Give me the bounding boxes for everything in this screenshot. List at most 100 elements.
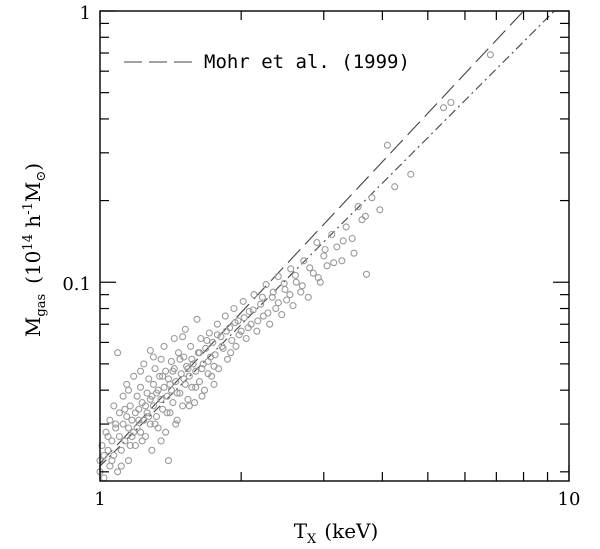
data-point [173,389,181,397]
data-point [108,437,116,445]
data-point [190,399,199,407]
y-axis-title-symbol: M [21,317,45,337]
data-point [169,399,177,407]
data-point [154,424,162,432]
data-point [320,252,328,260]
y-axis-title-mass: M [21,182,45,202]
data-point [338,257,346,265]
data-point [309,269,317,277]
data-point [157,437,165,445]
data-point [210,362,218,370]
x-tick-label-1: 1 [94,489,105,510]
data-point [262,281,270,289]
data-point [200,386,209,394]
data-point [274,299,282,307]
data-point [187,342,195,350]
data-point [141,402,150,410]
data-point [104,446,112,454]
data-point [167,357,175,366]
data-point [124,457,133,465]
data-point [217,333,225,341]
data-point [213,331,221,339]
data-point [151,365,159,373]
data-point [167,386,175,394]
data-point [133,392,141,400]
data-point [159,405,167,413]
data-point [141,432,150,441]
data-point [239,297,247,305]
data-point [149,402,157,410]
data-point [272,304,280,313]
data-point [133,424,141,432]
x-axis-title-symbol: T [294,519,308,543]
data-point [119,392,127,400]
data-point [123,412,131,421]
x-axis-title-subscript: X [307,532,317,547]
data-point [145,412,153,421]
data-point [128,416,136,424]
data-point [173,416,181,424]
y-axis-title-unit-open: (10 [21,251,45,284]
data-point [119,420,127,428]
data-point [112,420,120,428]
data-point [278,311,286,319]
data-point [189,360,197,368]
data-point [163,409,171,417]
data-point [287,265,295,273]
data-point [180,353,188,361]
data-point [242,334,250,343]
data-point [342,223,350,231]
data-point [274,272,282,281]
data-point [268,293,276,301]
data-point [362,270,371,278]
data-point [102,428,110,436]
data-point [180,375,188,383]
y-axis-title-sun-subscript: ⊙ [34,171,49,182]
data-point [157,395,165,403]
data-point [193,315,201,323]
data-point [230,304,238,313]
data-point [202,344,210,352]
y-axis-title-unit-close: ) [21,163,45,171]
data-point [130,428,138,436]
data-point [123,380,131,388]
data-point [240,314,248,322]
data-point [314,274,322,282]
data-point [350,249,358,257]
data-point [136,367,145,375]
data-point [231,319,239,327]
y-axis-title-h: h [21,215,45,234]
data-point [145,375,153,383]
data-point [218,342,226,350]
y-axis-title-subscript: gas [34,294,49,317]
fit-line-dash-dot [99,10,555,467]
data-point [114,349,122,357]
data-point [228,336,236,345]
data-point [115,409,123,417]
data-point [291,271,299,279]
data-point [283,296,291,304]
data-point [281,285,289,294]
data-point [140,360,148,368]
data-point [383,141,391,149]
data-point [304,293,312,301]
data-point [339,237,347,245]
data-point [289,302,297,310]
data-point [152,412,161,421]
data-point [199,360,207,368]
data-point [162,367,170,375]
data-point [131,441,139,450]
plot-area [96,10,555,482]
data-point [143,389,151,397]
data-point [108,457,116,465]
data-point [195,349,204,357]
data-point [486,51,494,59]
data-point [227,349,235,357]
data-point [245,307,253,316]
data-point [358,216,366,224]
data-point [313,239,321,247]
data-point [306,264,314,272]
data-point [280,279,288,287]
data-point [222,327,230,335]
data-point [106,416,114,424]
